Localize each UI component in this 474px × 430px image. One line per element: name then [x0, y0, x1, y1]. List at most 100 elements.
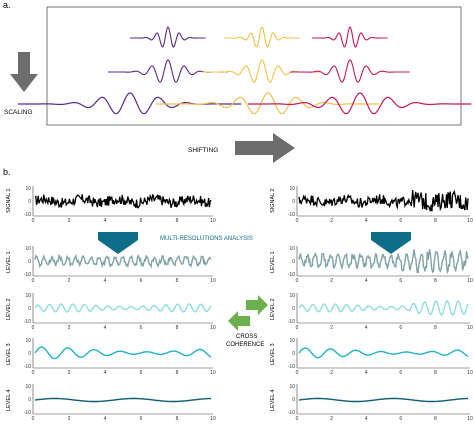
y-tick-label: -10	[288, 319, 295, 325]
x-tick-label: 6	[140, 416, 143, 422]
y-tick-label: -10	[24, 364, 31, 370]
x-tick-label: 10	[210, 370, 216, 376]
x-tick-label: 2	[330, 325, 333, 331]
x-tick-label: 0	[32, 416, 35, 422]
cross-label-line1: CROSS	[236, 334, 257, 340]
x-tick-label: 2	[330, 370, 333, 376]
wavelet-scale1-shift3	[312, 26, 388, 48]
y-tick-label: 10	[289, 246, 295, 252]
x-tick-label: 8	[434, 218, 437, 224]
y-tick-label: -10	[288, 272, 295, 278]
x-tick-label: 2	[68, 325, 71, 331]
y-tick-label: 0	[292, 259, 295, 265]
x-tick-label: 4	[104, 218, 107, 224]
y-tick-label: -10	[24, 272, 31, 278]
x-tick-label: 0	[296, 218, 299, 224]
wavelet-scale3-shift2	[156, 92, 380, 115]
x-tick-label: 6	[140, 325, 143, 331]
signal-line	[34, 397, 211, 403]
x-tick-label: 8	[434, 278, 437, 284]
y-tick-label: -10	[24, 410, 31, 416]
mra-label: MULTI-RESOLUTIONS ANALYSIS	[160, 236, 253, 242]
y-tick-label: 10	[289, 293, 295, 299]
x-tick-label: 6	[140, 370, 143, 376]
x-tick-label: 10	[210, 218, 216, 224]
cross-arrow-left	[228, 311, 250, 331]
signal-line	[34, 346, 212, 360]
x-tick-label: 8	[176, 218, 179, 224]
scaling-label: SCALING	[4, 109, 33, 116]
x-tick-label: 2	[330, 218, 333, 224]
x-tick-label: 2	[68, 370, 71, 376]
x-tick-label: 4	[365, 278, 368, 284]
wavelet-scale2-shift2	[202, 59, 322, 83]
shifting-label: SHIFTING	[188, 147, 218, 154]
y-tick-label: 10	[289, 384, 295, 390]
y-tick-label: -10	[288, 212, 295, 218]
wavelet-scale1-shift2	[224, 26, 300, 48]
x-tick-label: 2	[330, 278, 333, 284]
y-tick-label: 0	[28, 351, 31, 357]
x-tick-label: 0	[296, 370, 299, 376]
y-tick-label: 10	[289, 186, 295, 192]
panel-a-label: a.	[3, 0, 11, 10]
x-tick-label: 2	[68, 218, 71, 224]
wavelet-scale3-shift3	[248, 92, 472, 115]
wavelet-scale2-shift3	[290, 59, 410, 83]
wavelet-grid	[18, 26, 472, 115]
y-axis-label: LEVEL 4	[270, 389, 276, 411]
x-tick-label: 0	[296, 325, 299, 331]
x-tick-label: 6	[140, 278, 143, 284]
x-tick-label: 10	[467, 370, 473, 376]
signal-line	[34, 303, 212, 313]
y-tick-label: 0	[28, 199, 31, 205]
signal-line	[298, 299, 469, 317]
x-tick-label: 4	[365, 218, 368, 224]
x-tick-label: 2	[330, 416, 333, 422]
x-tick-label: 6	[399, 416, 402, 422]
x-tick-label: 4	[365, 325, 368, 331]
x-tick-label: 8	[434, 325, 437, 331]
x-tick-label: 2	[68, 416, 71, 422]
y-tick-label: 0	[292, 306, 295, 312]
y-axis-label: LEVEL 1	[270, 251, 276, 273]
x-tick-label: 6	[140, 218, 143, 224]
y-tick-label: 10	[25, 338, 31, 344]
y-axis-label: LEVEL 2	[6, 298, 12, 320]
x-tick-label: 4	[365, 416, 368, 422]
x-tick-label: 4	[104, 278, 107, 284]
y-axis-label: LEVEL 2	[270, 298, 276, 320]
y-tick-label: 0	[28, 259, 31, 265]
signal-line	[298, 189, 469, 212]
y-tick-label: 10	[25, 186, 31, 192]
signal-line	[298, 249, 469, 275]
scaling-arrow	[10, 52, 38, 92]
x-tick-label: 4	[104, 416, 107, 422]
y-tick-label: -10	[288, 410, 295, 416]
wavelet-scale2-shift1	[108, 59, 228, 83]
shifting-arrow	[235, 133, 295, 163]
x-tick-label: 10	[210, 416, 216, 422]
y-tick-label: -10	[24, 319, 31, 325]
y-tick-label: 0	[28, 306, 31, 312]
x-tick-label: 0	[32, 370, 35, 376]
x-tick-label: 0	[32, 278, 35, 284]
right-plot-1: SIGNAL 2 100-100 2 4 6 8 10	[270, 186, 473, 224]
x-tick-label: 6	[399, 325, 402, 331]
y-axis-label: LEVEL 4	[6, 389, 12, 411]
y-tick-label: -10	[24, 212, 31, 218]
x-tick-label: 4	[365, 370, 368, 376]
x-tick-label: 0	[296, 278, 299, 284]
x-tick-label: 10	[210, 278, 216, 284]
x-tick-label: 8	[434, 370, 437, 376]
signal-line	[298, 397, 468, 403]
x-tick-label: 0	[32, 325, 35, 331]
x-tick-label: 8	[176, 416, 179, 422]
